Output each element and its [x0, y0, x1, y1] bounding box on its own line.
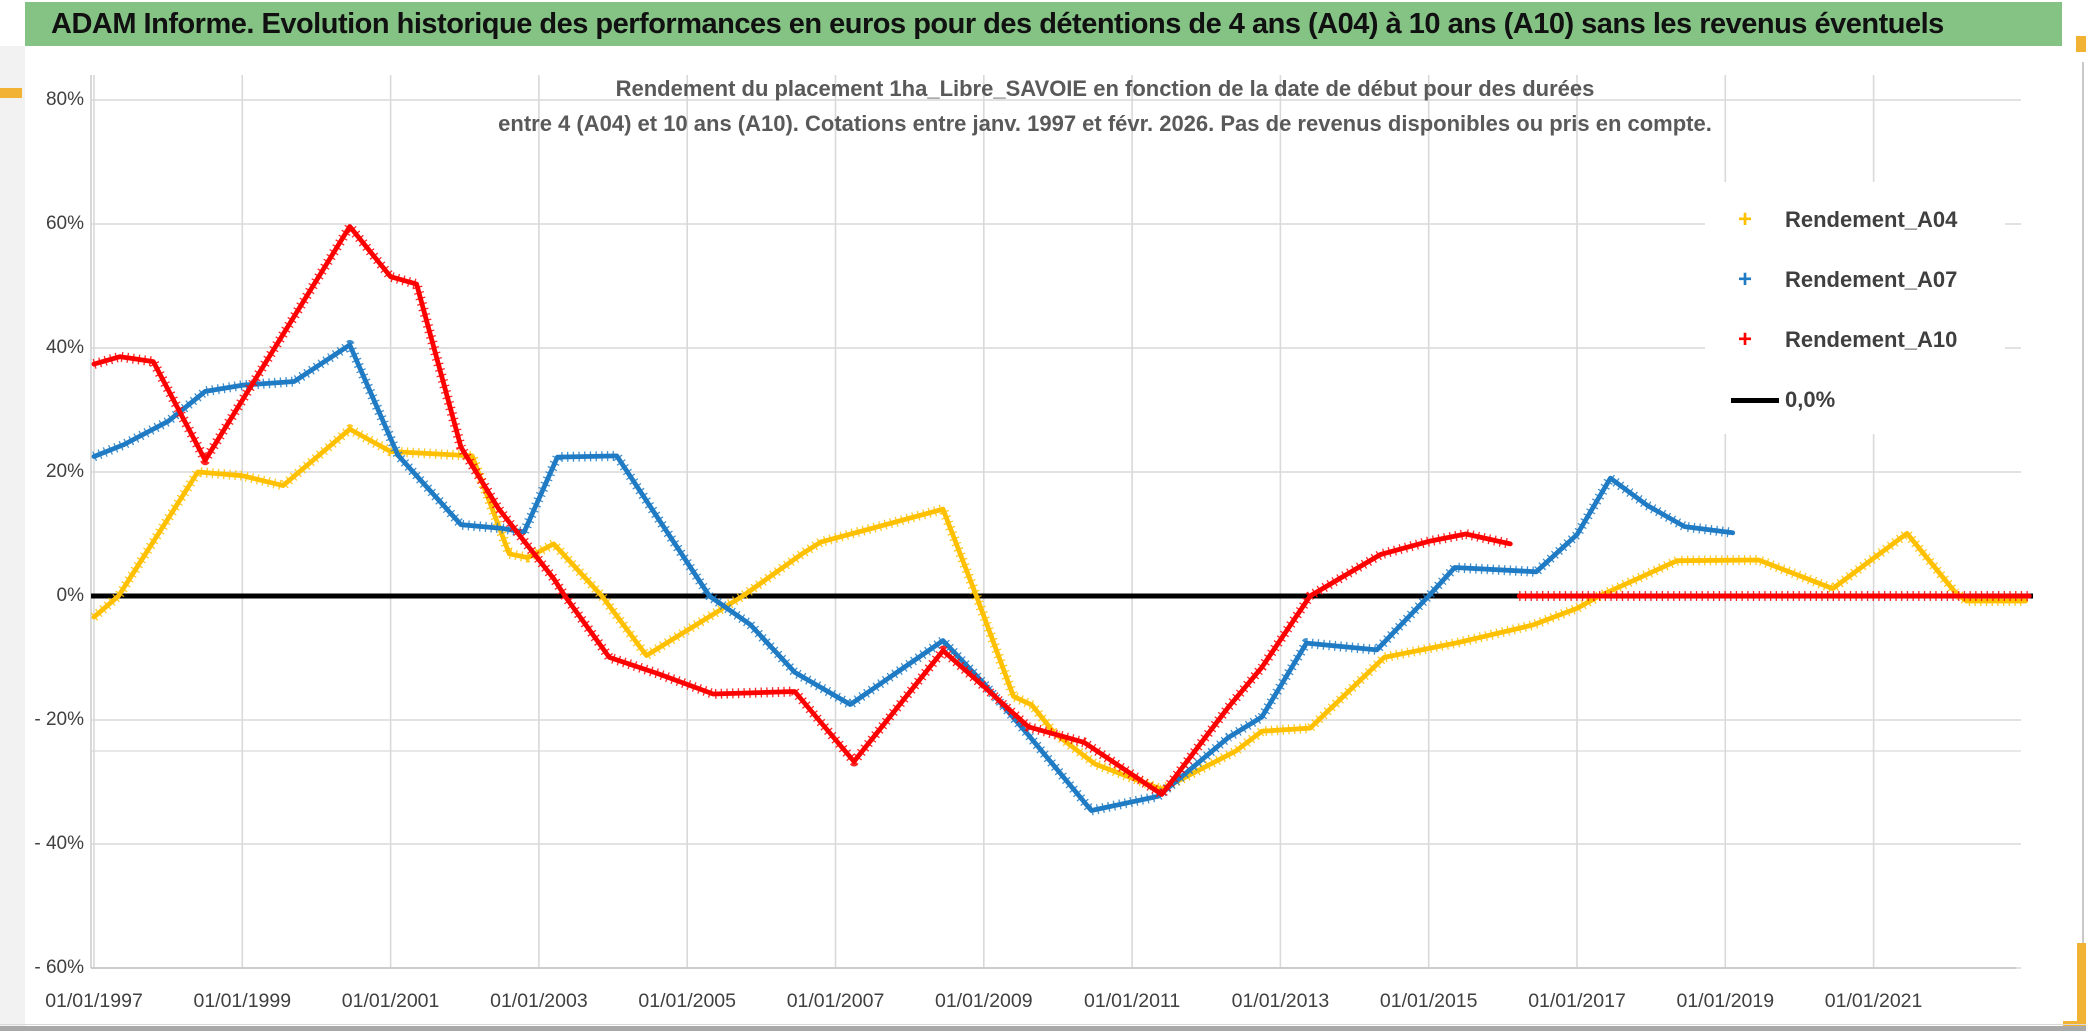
y-axis-tick-label: - 20%: [34, 709, 84, 730]
y-axis-tick-label: 80%: [46, 89, 84, 110]
legend-item-a07[interactable]: + Rendement_A07: [1705, 250, 2005, 310]
x-axis-tick-label: 01/01/2011: [1084, 990, 1180, 1012]
plus-marker-icon: +: [1737, 206, 1752, 233]
x-axis-tick-label: 01/01/2003: [490, 990, 588, 1012]
x-axis-tick-label: 01/01/1999: [193, 990, 291, 1012]
plus-marker-icon: +: [1737, 266, 1752, 293]
Rendement_A10-marker-fuzz: [92, 221, 1512, 800]
sheet-bottom-line: [0, 1024, 2086, 1025]
y-axis-tick-label: 60%: [46, 213, 84, 234]
x-axis-tick-label: 01/01/2019: [1676, 990, 1774, 1012]
Rendement_A10-series-line[interactable]: [91, 224, 1513, 797]
x-axis-tick-label: 01/01/2021: [1825, 990, 1923, 1012]
x-axis-tick-label: 01/01/2017: [1528, 990, 1626, 1012]
sheet-right-edge: [2082, 62, 2084, 943]
x-axis-tick-label: 01/01/2015: [1380, 990, 1478, 1012]
x-axis-tick-label: 01/01/2013: [1232, 990, 1330, 1012]
x-axis-tick-label: 01/01/2001: [342, 990, 440, 1012]
plus-marker-icon: +: [1737, 326, 1752, 353]
Rendement_A04-series-line[interactable]: [91, 426, 2028, 792]
y-axis-tick-label: - 40%: [34, 833, 84, 854]
chart-legend: + Rendement_A04 + Rendement_A07 + Rendem…: [1705, 182, 2005, 434]
legend-item-a04[interactable]: + Rendement_A04: [1705, 190, 2005, 250]
zero-line-swatch-icon: [1731, 397, 1779, 403]
Rendement_A07-marker-fuzz: [92, 339, 1734, 816]
legend-item-label: Rendement_A04: [1785, 207, 1958, 232]
gold-accent-top-left: [0, 88, 22, 98]
y-axis-tick-label: 0%: [57, 585, 85, 606]
legend-item-label: Rendement_A07: [1785, 267, 1958, 292]
x-axis-tick-label: 01/01/2005: [638, 990, 736, 1012]
Rendement_A07-series-line[interactable]: [91, 342, 1736, 813]
sheet-left-margin: [0, 46, 25, 1026]
y-axis-tick-label: 20%: [46, 461, 84, 482]
legend-item-label: Rendement_A10: [1785, 327, 1958, 352]
banner-title: ADAM Informe. Evolution historique des p…: [51, 7, 1944, 40]
gold-accent-top-right: [2076, 36, 2086, 52]
gold-accent-right-bar: [2077, 943, 2086, 1028]
legend-item-zero-line[interactable]: 0,0%: [1705, 370, 2005, 430]
sheet-bottom-bar: [0, 1026, 2086, 1031]
chart-title-line2: entre 4 (A04) et 10 ans (A10). Cotations…: [498, 111, 1712, 136]
legend-item-label: 0,0%: [1785, 387, 1836, 412]
banner: ADAM Informe. Evolution historique des p…: [25, 2, 2062, 46]
x-axis-tick-label: 01/01/2007: [787, 990, 885, 1012]
y-axis-tick-label: 40%: [46, 337, 84, 358]
x-axis-tick-label: 01/01/2009: [935, 990, 1033, 1012]
legend-item-a10[interactable]: + Rendement_A10: [1705, 310, 2005, 370]
x-axis-tick-label: 01/01/1997: [45, 990, 143, 1012]
chart-title-line1: Rendement du placement 1ha_Libre_SAVOIE …: [615, 76, 1595, 101]
y-axis-tick-label: - 60%: [34, 957, 84, 978]
